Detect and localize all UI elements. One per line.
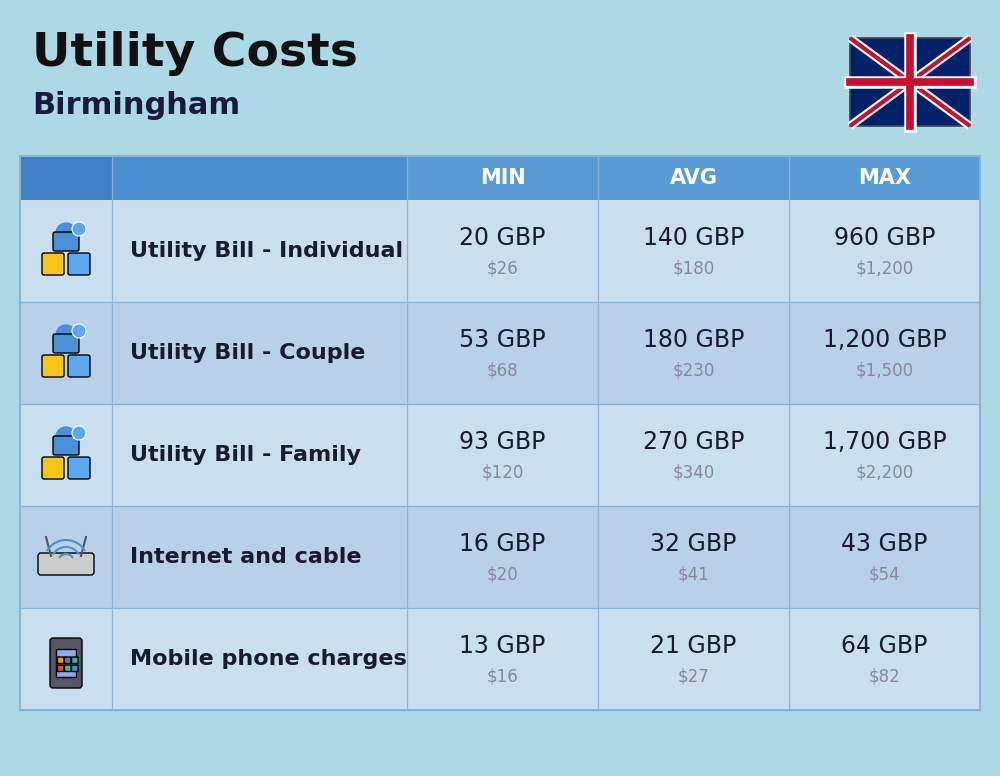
FancyBboxPatch shape xyxy=(42,457,64,479)
Text: $54: $54 xyxy=(869,566,900,584)
FancyBboxPatch shape xyxy=(58,657,64,663)
FancyBboxPatch shape xyxy=(20,506,980,608)
FancyBboxPatch shape xyxy=(20,200,980,302)
Circle shape xyxy=(56,325,76,345)
FancyBboxPatch shape xyxy=(50,638,82,688)
Text: Birmingham: Birmingham xyxy=(32,91,240,120)
FancyBboxPatch shape xyxy=(72,657,78,663)
Text: $180: $180 xyxy=(672,260,715,278)
Text: Utility Bill - Individual: Utility Bill - Individual xyxy=(130,241,403,261)
FancyBboxPatch shape xyxy=(42,253,64,275)
Text: Utility Bill - Family: Utility Bill - Family xyxy=(130,445,361,465)
FancyBboxPatch shape xyxy=(20,608,980,710)
Text: Utility Costs: Utility Costs xyxy=(32,31,358,76)
Text: 140 GBP: 140 GBP xyxy=(643,226,744,250)
Text: $1,200: $1,200 xyxy=(855,260,914,278)
Text: $16: $16 xyxy=(487,668,518,686)
Text: $26: $26 xyxy=(487,260,518,278)
Text: $2,200: $2,200 xyxy=(855,464,914,482)
Circle shape xyxy=(56,223,76,243)
FancyBboxPatch shape xyxy=(53,436,79,455)
Text: 20 GBP: 20 GBP xyxy=(459,226,546,250)
Text: $120: $120 xyxy=(481,464,524,482)
Circle shape xyxy=(72,222,86,236)
FancyBboxPatch shape xyxy=(20,404,980,506)
Text: $27: $27 xyxy=(678,668,709,686)
Text: 32 GBP: 32 GBP xyxy=(650,532,737,556)
FancyBboxPatch shape xyxy=(72,665,78,671)
FancyBboxPatch shape xyxy=(53,334,79,353)
Text: 960 GBP: 960 GBP xyxy=(834,226,935,250)
Text: MAX: MAX xyxy=(858,168,911,188)
Circle shape xyxy=(56,427,76,447)
FancyBboxPatch shape xyxy=(20,200,112,302)
FancyBboxPatch shape xyxy=(64,665,71,671)
Text: 180 GBP: 180 GBP xyxy=(643,328,744,352)
Text: 1,200 GBP: 1,200 GBP xyxy=(823,328,946,352)
FancyBboxPatch shape xyxy=(20,608,112,710)
Text: $1,500: $1,500 xyxy=(855,362,914,380)
FancyBboxPatch shape xyxy=(20,156,980,200)
Text: MIN: MIN xyxy=(480,168,525,188)
FancyBboxPatch shape xyxy=(42,355,64,377)
Text: 13 GBP: 13 GBP xyxy=(459,634,546,658)
Text: $68: $68 xyxy=(487,362,518,380)
Text: 93 GBP: 93 GBP xyxy=(459,430,546,454)
FancyBboxPatch shape xyxy=(38,553,94,575)
Text: 16 GBP: 16 GBP xyxy=(459,532,546,556)
FancyBboxPatch shape xyxy=(56,649,76,677)
Text: Utility Bill - Couple: Utility Bill - Couple xyxy=(130,343,365,363)
FancyBboxPatch shape xyxy=(68,457,90,479)
Text: 270 GBP: 270 GBP xyxy=(643,430,744,454)
FancyBboxPatch shape xyxy=(53,232,79,251)
Text: 21 GBP: 21 GBP xyxy=(650,634,737,658)
FancyBboxPatch shape xyxy=(112,156,407,200)
Text: Mobile phone charges: Mobile phone charges xyxy=(130,649,407,669)
Text: Internet and cable: Internet and cable xyxy=(130,547,362,567)
Text: 43 GBP: 43 GBP xyxy=(841,532,928,556)
FancyBboxPatch shape xyxy=(20,156,112,200)
Text: $41: $41 xyxy=(678,566,709,584)
Circle shape xyxy=(72,324,86,338)
FancyBboxPatch shape xyxy=(68,355,90,377)
Circle shape xyxy=(72,426,86,440)
Text: 53 GBP: 53 GBP xyxy=(459,328,546,352)
Text: $230: $230 xyxy=(672,362,715,380)
FancyBboxPatch shape xyxy=(64,657,71,663)
Text: AVG: AVG xyxy=(670,168,718,188)
FancyBboxPatch shape xyxy=(20,302,112,404)
FancyBboxPatch shape xyxy=(850,38,970,126)
Text: $340: $340 xyxy=(672,464,715,482)
FancyBboxPatch shape xyxy=(68,253,90,275)
Text: 64 GBP: 64 GBP xyxy=(841,634,928,658)
Text: 1,700 GBP: 1,700 GBP xyxy=(823,430,946,454)
FancyBboxPatch shape xyxy=(20,404,112,506)
Text: $20: $20 xyxy=(487,566,518,584)
Text: $82: $82 xyxy=(869,668,900,686)
FancyBboxPatch shape xyxy=(20,506,112,608)
FancyBboxPatch shape xyxy=(58,665,64,671)
FancyBboxPatch shape xyxy=(20,302,980,404)
